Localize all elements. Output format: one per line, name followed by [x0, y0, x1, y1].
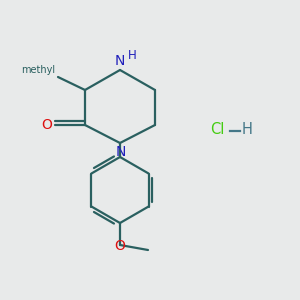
Text: methyl: methyl	[21, 65, 55, 75]
Text: O: O	[41, 118, 52, 132]
Text: Cl: Cl	[210, 122, 224, 137]
Text: N: N	[116, 145, 126, 159]
Text: H: H	[242, 122, 253, 137]
Text: H: H	[128, 49, 136, 62]
Text: O: O	[115, 239, 125, 253]
Text: N: N	[115, 54, 125, 68]
